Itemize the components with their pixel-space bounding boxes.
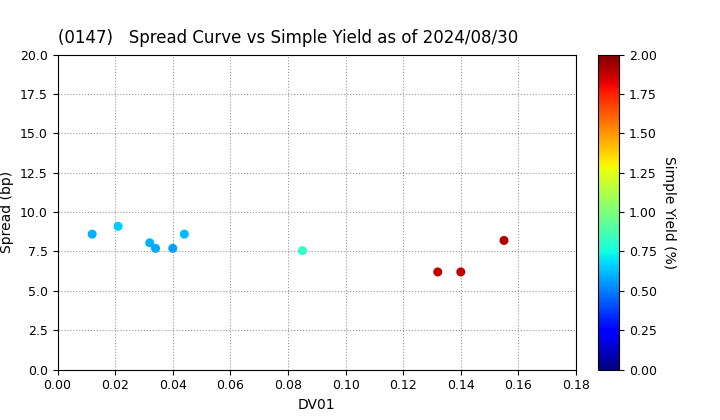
Point	[498, 237, 510, 244]
Point	[112, 223, 124, 230]
Y-axis label: Spread (bp): Spread (bp)	[1, 171, 14, 253]
Point	[86, 231, 98, 238]
Text: (0147)   Spread Curve vs Simple Yield as of 2024/08/30: (0147) Spread Curve vs Simple Yield as o…	[58, 29, 518, 47]
Point	[297, 247, 308, 254]
Point	[150, 245, 161, 252]
Point	[179, 231, 190, 238]
Point	[144, 239, 156, 246]
X-axis label: DV01: DV01	[298, 398, 336, 412]
Point	[455, 269, 467, 276]
Point	[432, 269, 444, 276]
Y-axis label: Simple Yield (%): Simple Yield (%)	[662, 155, 676, 269]
Point	[167, 245, 179, 252]
